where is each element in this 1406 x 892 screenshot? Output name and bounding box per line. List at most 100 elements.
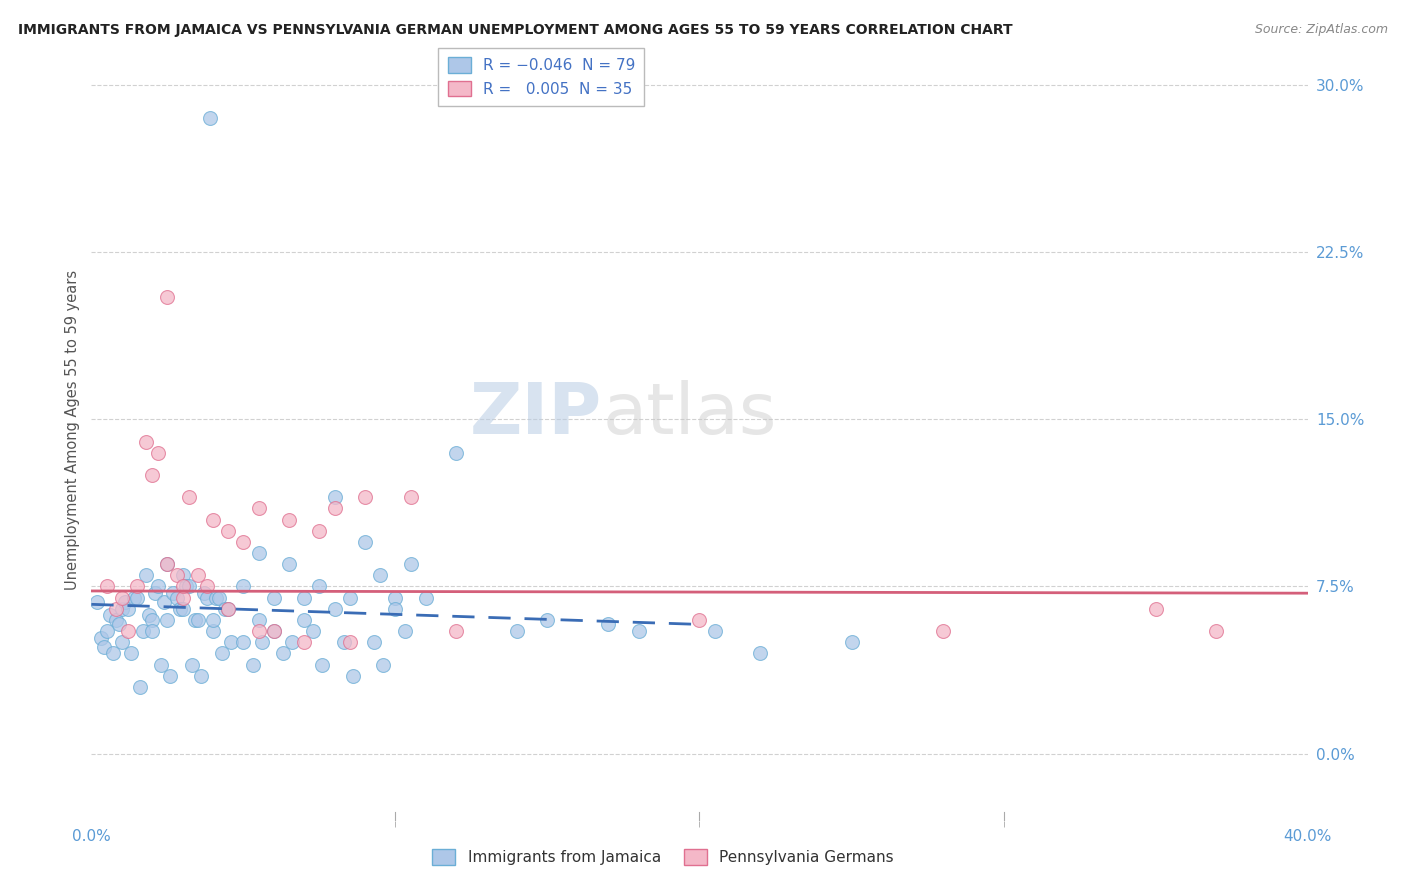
Point <box>444 624 467 639</box>
Point <box>125 580 148 594</box>
Point <box>143 586 166 600</box>
Point <box>278 557 301 572</box>
Point <box>117 624 139 639</box>
Point <box>214 601 236 615</box>
Point <box>195 591 218 605</box>
Point <box>156 557 179 572</box>
Point <box>281 635 304 649</box>
Point <box>323 491 346 505</box>
Point <box>263 624 285 639</box>
Point <box>125 591 148 605</box>
Point <box>187 613 209 627</box>
Point <box>138 608 160 623</box>
Point <box>111 635 134 649</box>
Point <box>415 591 437 605</box>
Point <box>104 613 127 627</box>
Point <box>384 601 406 615</box>
Point <box>363 635 385 649</box>
Point <box>1205 624 1227 639</box>
Point <box>219 635 242 649</box>
Point <box>96 624 118 639</box>
Point <box>263 591 285 605</box>
Point <box>162 586 184 600</box>
Point <box>98 608 121 623</box>
Point <box>93 640 115 654</box>
Text: atlas: atlas <box>602 380 776 450</box>
Point <box>354 491 377 505</box>
Point <box>323 601 346 615</box>
Point <box>187 568 209 582</box>
Legend: Immigrants from Jamaica, Pennsylvania Germans: Immigrants from Jamaica, Pennsylvania Ge… <box>426 843 900 871</box>
Point <box>135 434 157 449</box>
Point <box>141 613 163 627</box>
Point <box>703 624 725 639</box>
Point <box>205 591 228 605</box>
Y-axis label: Unemployment Among Ages 55 to 59 years: Unemployment Among Ages 55 to 59 years <box>65 270 80 591</box>
Text: Source: ZipAtlas.com: Source: ZipAtlas.com <box>1254 23 1388 37</box>
Point <box>749 646 772 660</box>
Point <box>373 657 395 672</box>
Point <box>89 631 111 645</box>
Point <box>150 657 173 672</box>
Point <box>156 557 179 572</box>
Point <box>308 580 330 594</box>
Point <box>627 624 650 639</box>
Point <box>302 624 325 639</box>
Point <box>232 534 254 549</box>
Point <box>111 591 134 605</box>
Point <box>180 657 202 672</box>
Point <box>271 646 294 660</box>
Point <box>242 657 264 672</box>
Point <box>177 491 200 505</box>
Point <box>104 601 127 615</box>
Point <box>217 524 239 538</box>
Point <box>292 613 315 627</box>
Point <box>506 624 529 639</box>
Point <box>135 568 157 582</box>
Point <box>217 601 239 615</box>
Point <box>117 601 139 615</box>
Point <box>688 613 710 627</box>
Point <box>247 613 270 627</box>
Point <box>190 669 212 683</box>
Point <box>536 613 558 627</box>
Point <box>101 646 124 660</box>
Point <box>278 512 301 526</box>
Point <box>96 580 118 594</box>
Point <box>177 580 200 594</box>
Point <box>141 467 163 482</box>
Point <box>86 595 108 609</box>
Point <box>172 601 194 615</box>
Point <box>931 624 953 639</box>
Point <box>250 635 273 649</box>
Point <box>202 512 225 526</box>
Point <box>232 580 254 594</box>
Point <box>114 595 136 609</box>
Point <box>107 617 129 632</box>
Point <box>172 580 194 594</box>
Point <box>153 595 176 609</box>
Point <box>166 591 188 605</box>
Point <box>308 524 330 538</box>
Point <box>354 534 377 549</box>
Point <box>184 613 207 627</box>
Point <box>332 635 354 649</box>
Point <box>174 580 197 594</box>
Point <box>339 591 361 605</box>
Point <box>148 580 170 594</box>
Point <box>195 580 218 594</box>
Point <box>247 624 270 639</box>
Point <box>156 289 179 303</box>
Point <box>202 624 225 639</box>
Point <box>247 546 270 560</box>
Point <box>368 568 391 582</box>
Point <box>444 446 467 460</box>
Point <box>342 669 364 683</box>
Point <box>166 568 188 582</box>
Point <box>399 491 422 505</box>
Point <box>172 568 194 582</box>
Point <box>247 501 270 516</box>
Point <box>208 591 231 605</box>
Point <box>111 601 134 615</box>
Point <box>159 669 181 683</box>
